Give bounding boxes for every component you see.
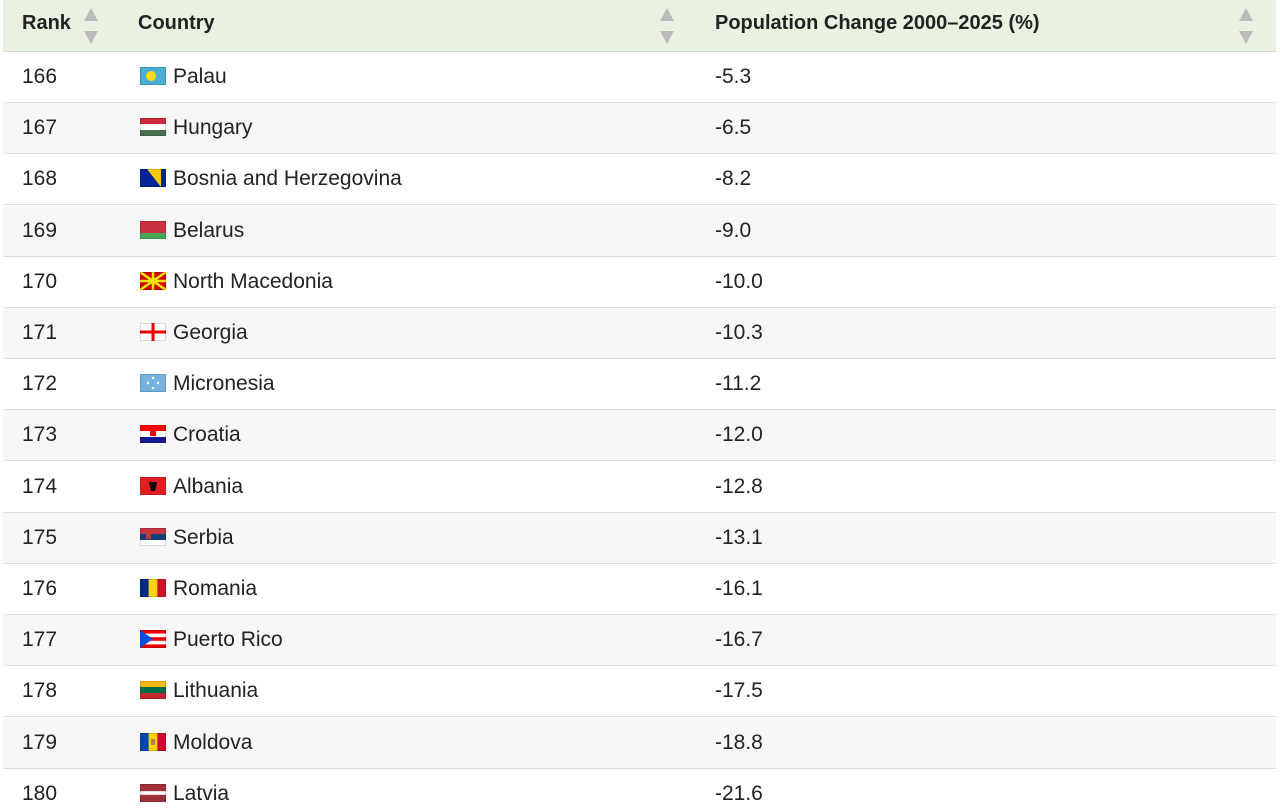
- country-cell: Micronesia: [173, 372, 275, 396]
- table-row: 178 Lithuania -17.5: [3, 666, 1276, 718]
- table-row: 172 Micronesia -11.2: [3, 359, 1276, 411]
- table-row: 176 Romania -16.1: [3, 564, 1276, 615]
- table-row: 167 Hungary -6.5: [3, 103, 1276, 155]
- flag-icon: [140, 732, 166, 751]
- change-cell: -18.8: [715, 730, 763, 754]
- table-row: 169 Belarus -9.0: [3, 205, 1276, 257]
- change-cell: -11.2: [715, 372, 762, 396]
- change-cell: -21.6: [715, 781, 763, 805]
- rank-cell: 173: [22, 423, 58, 447]
- flag-icon: [140, 67, 166, 85]
- sort-icon[interactable]: [659, 8, 675, 44]
- country-cell: Moldova: [173, 730, 253, 754]
- flag-icon: [140, 681, 166, 700]
- change-cell: -5.3: [715, 65, 752, 88]
- table-row: 177 Puerto Rico -16.7: [3, 615, 1276, 667]
- change-cell: -10.3: [715, 321, 763, 344]
- table-row: 179 Moldova -18.8: [3, 717, 1276, 769]
- rank-cell: 166: [22, 65, 58, 88]
- country-cell: Hungary: [173, 116, 253, 140]
- sort-icon[interactable]: [1238, 8, 1254, 44]
- table-header: Rank Country Population Change 2000–2025…: [3, 0, 1276, 52]
- rank-cell: 172: [22, 372, 58, 396]
- country-cell: Croatia: [173, 423, 241, 447]
- flag-icon: [140, 579, 166, 597]
- change-cell: -10.0: [715, 269, 763, 293]
- table-row: 180 Latvia -21.6: [3, 768, 1276, 809]
- table-row: 174 Albania -12.8: [3, 461, 1276, 513]
- rank-cell: 179: [22, 730, 58, 754]
- country-cell: Albania: [173, 474, 244, 498]
- rank-cell: 169: [22, 218, 58, 242]
- table-row: 175 Serbia -13.1: [3, 512, 1276, 564]
- table-row: 173 Croatia -12.0: [3, 410, 1276, 462]
- table-row: 170 North Macedonia -10.0: [3, 256, 1276, 308]
- flag-icon: [140, 374, 166, 393]
- flag-icon: [140, 630, 166, 649]
- country-cell: Palau: [173, 65, 227, 88]
- header-change[interactable]: Population Change 2000–2025 (%): [715, 12, 1040, 34]
- change-cell: -6.5: [715, 116, 752, 140]
- flag-icon: [140, 323, 166, 341]
- rank-cell: 175: [22, 525, 58, 549]
- table: Rank Country Population Change 2000–2025…: [3, 0, 1276, 809]
- country-cell: Serbia: [173, 525, 234, 549]
- change-cell: -8.2: [715, 167, 752, 191]
- header-rank[interactable]: Rank: [22, 12, 71, 34]
- flag-icon: [140, 118, 166, 137]
- country-cell: Bosnia and Herzegovina: [173, 167, 402, 191]
- change-cell: -13.1: [715, 525, 763, 549]
- rank-cell: 177: [22, 628, 58, 652]
- country-cell: North Macedonia: [173, 269, 333, 293]
- flag-icon: [140, 783, 166, 802]
- country-cell: Latvia: [173, 781, 230, 805]
- flag-icon: [140, 169, 166, 188]
- flag-icon: [140, 476, 166, 495]
- table-row: 168 Bosnia and Herzegovina -8.2: [3, 154, 1276, 206]
- flag-icon: [140, 271, 166, 290]
- table-row: 166 Palau -5.3: [3, 52, 1276, 103]
- change-cell: -9.0: [715, 218, 752, 242]
- rank-cell: 171: [22, 321, 58, 344]
- rank-cell: 174: [22, 474, 58, 498]
- sort-icon[interactable]: [83, 8, 99, 44]
- rank-cell: 168: [22, 167, 58, 191]
- country-cell: Lithuania: [173, 679, 259, 703]
- rank-cell: 170: [22, 269, 58, 293]
- change-cell: -12.8: [715, 474, 763, 498]
- country-cell: Romania: [173, 577, 258, 600]
- rank-cell: 167: [22, 116, 58, 140]
- flag-icon: [140, 220, 166, 239]
- rank-cell: 180: [22, 781, 58, 805]
- change-cell: -12.0: [715, 423, 763, 447]
- change-cell: -16.1: [715, 577, 763, 600]
- rank-cell: 178: [22, 679, 58, 703]
- country-cell: Georgia: [173, 321, 248, 344]
- header-country[interactable]: Country: [138, 12, 215, 34]
- country-cell: Puerto Rico: [173, 628, 283, 652]
- flag-icon: [140, 527, 166, 546]
- table-row: 171 Georgia -10.3: [3, 308, 1276, 359]
- change-cell: -17.5: [715, 679, 763, 703]
- rank-cell: 176: [22, 577, 58, 600]
- change-cell: -16.7: [715, 628, 763, 652]
- flag-icon: [140, 425, 166, 444]
- country-cell: Belarus: [173, 218, 245, 242]
